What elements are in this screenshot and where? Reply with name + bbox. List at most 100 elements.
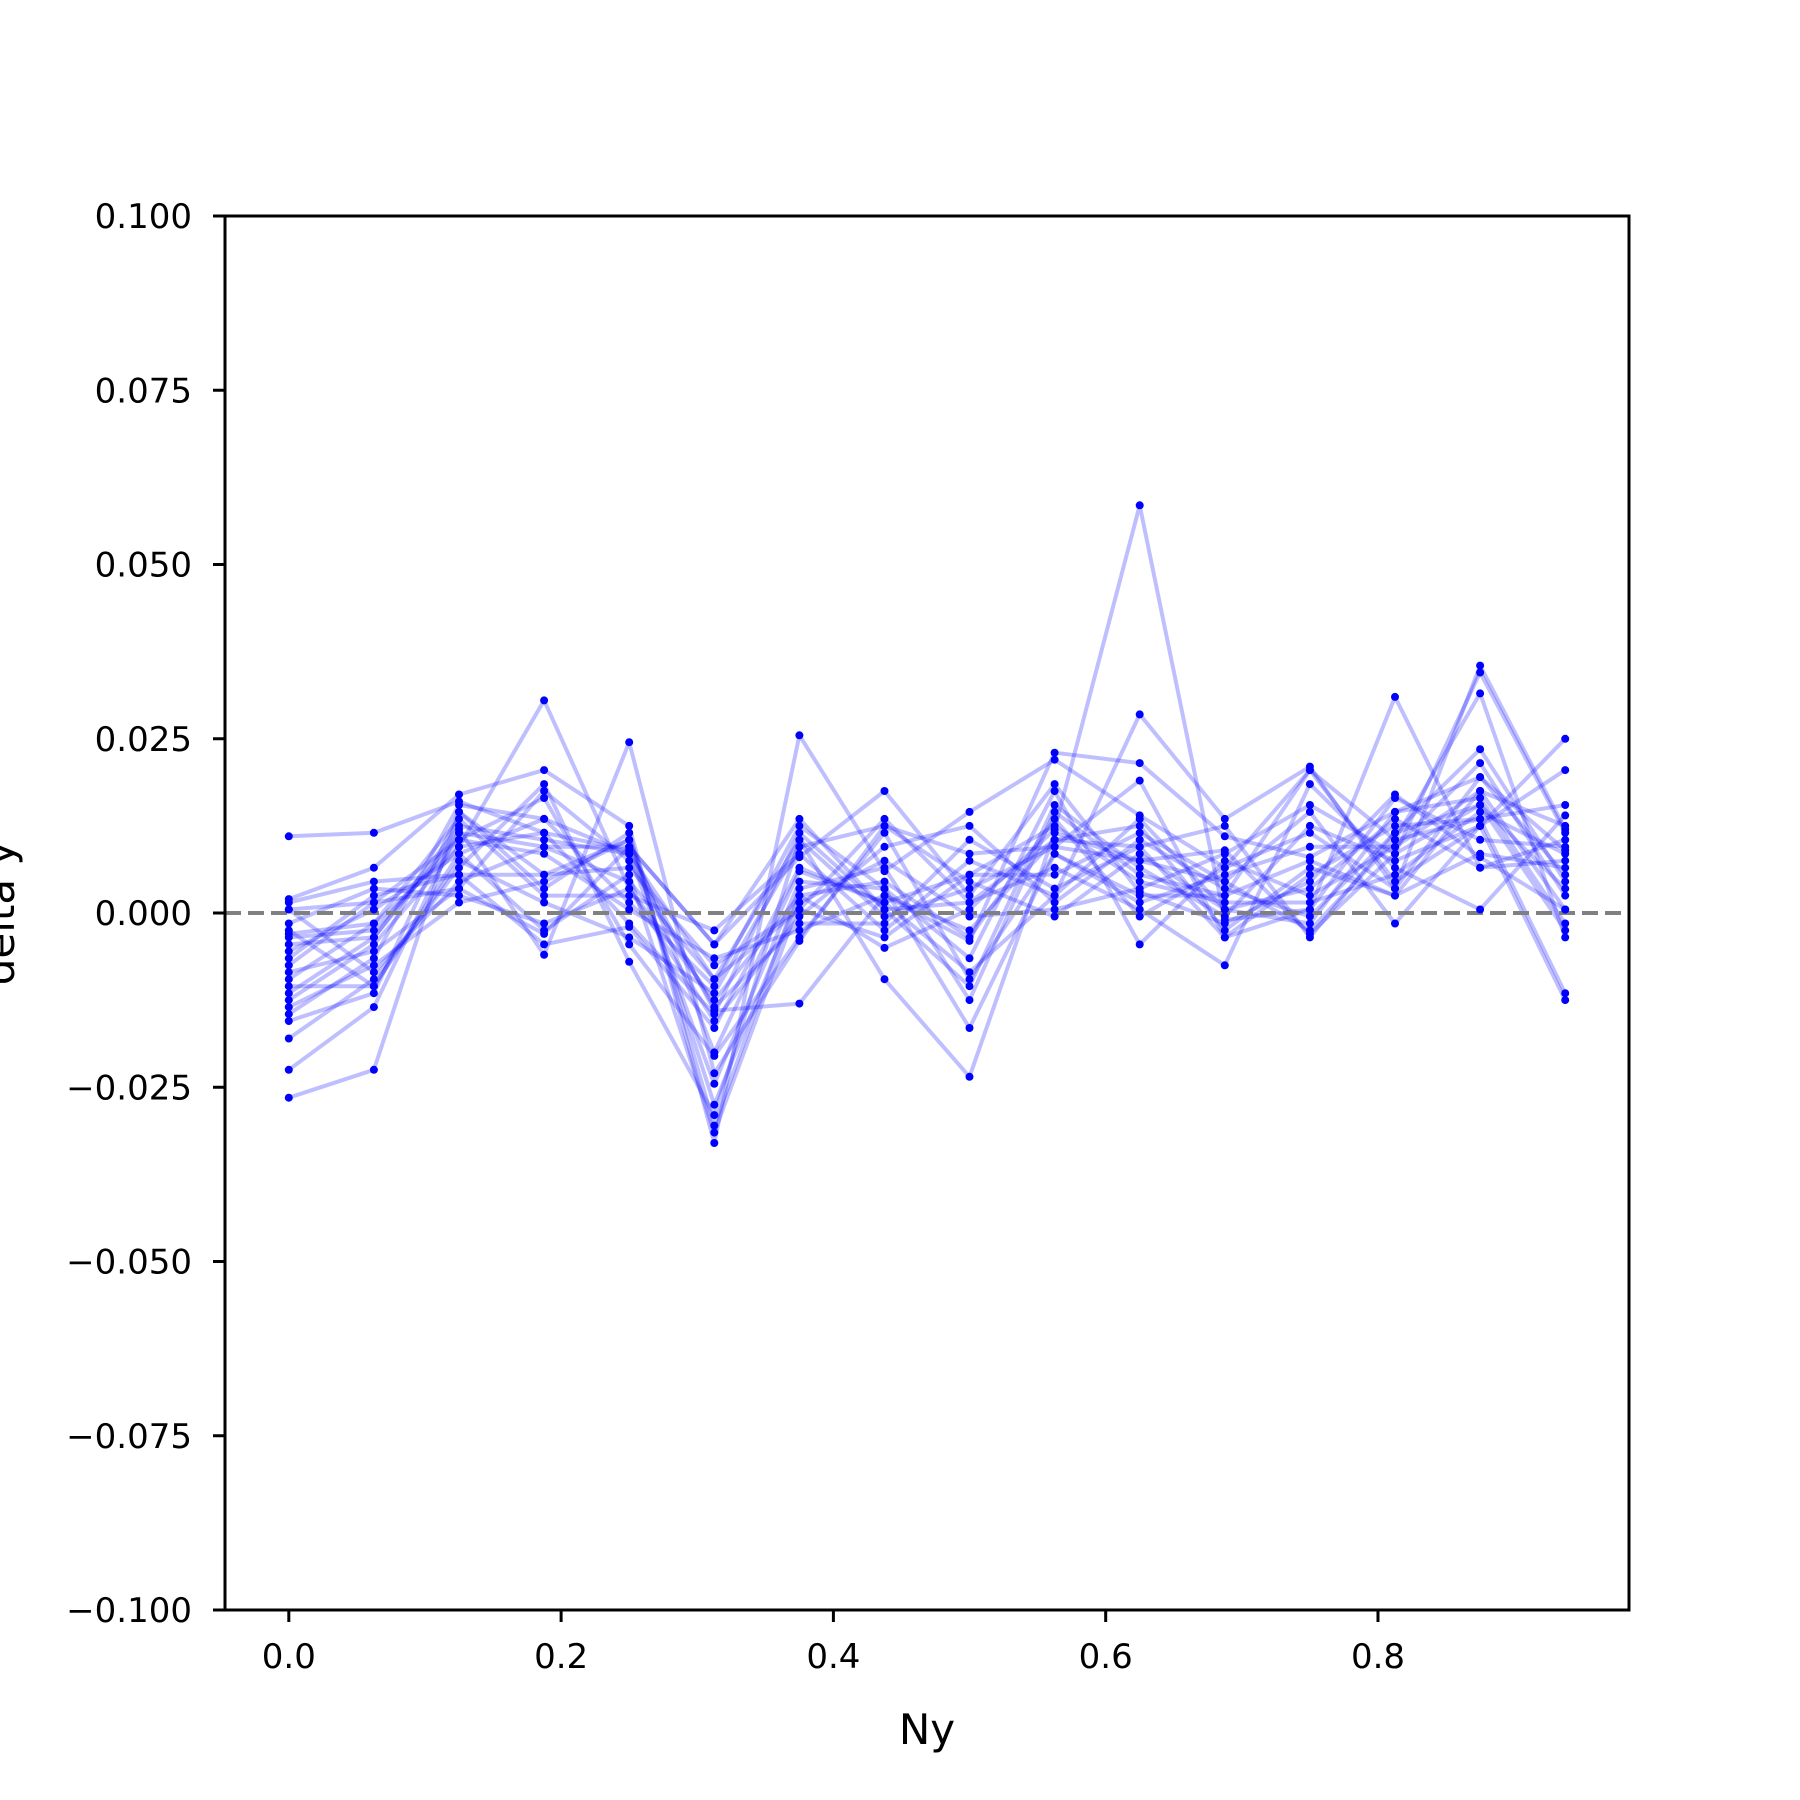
data-point <box>795 835 804 844</box>
data-point <box>1391 692 1399 701</box>
data-point <box>1561 891 1570 900</box>
data-point <box>710 954 719 963</box>
data-point <box>1561 849 1570 858</box>
data-point <box>710 1017 719 1025</box>
series-line <box>288 691 1568 1128</box>
data-point <box>540 814 549 823</box>
data-point <box>1561 801 1570 809</box>
data-point <box>795 849 804 858</box>
data-point <box>965 898 974 907</box>
data-point <box>880 905 889 914</box>
data-point <box>710 1139 719 1147</box>
data-point <box>710 1024 719 1032</box>
data-point <box>1050 863 1059 872</box>
data-point <box>1050 780 1059 789</box>
data-point <box>1476 807 1485 816</box>
data-point <box>1561 835 1570 844</box>
data-point <box>284 975 293 984</box>
series-line <box>288 796 1567 996</box>
series-line <box>288 503 1566 1003</box>
series-line <box>287 775 1567 1107</box>
data-point <box>710 996 719 1005</box>
data-point <box>1220 933 1229 942</box>
data-point <box>1305 828 1314 837</box>
x-tick-label: 0.8 <box>1351 1637 1405 1677</box>
data-point <box>1220 919 1229 928</box>
data-point <box>1220 849 1229 858</box>
data-point <box>880 912 889 921</box>
data-point <box>455 870 463 879</box>
data-point <box>1220 884 1229 893</box>
data-point <box>965 996 974 1005</box>
data-point <box>540 884 549 893</box>
data-point <box>625 905 634 914</box>
data-point <box>710 975 719 984</box>
data-point <box>965 870 974 879</box>
data-point <box>710 982 719 991</box>
data-point <box>284 947 293 956</box>
data-point <box>369 1003 378 1012</box>
x-axis: 0.0 0.2 0.4 0.6 0.8 <box>262 1610 1405 1677</box>
data-point <box>1561 828 1570 837</box>
data-point <box>1305 933 1314 942</box>
data-point <box>1305 919 1314 928</box>
data-point <box>1305 891 1314 900</box>
data-point <box>795 926 804 935</box>
data-point <box>1391 856 1399 865</box>
y-tick-label: 0.100 <box>95 197 192 237</box>
data-point <box>1135 884 1144 893</box>
data-point <box>795 933 804 942</box>
data-point <box>880 842 889 851</box>
data-point <box>1561 905 1570 914</box>
data-point <box>965 954 974 963</box>
data-point <box>1391 870 1399 879</box>
data-point <box>1305 926 1314 935</box>
data-point <box>1391 877 1399 886</box>
data-point <box>625 898 634 907</box>
data-point <box>710 1128 719 1137</box>
data-point <box>1561 856 1570 865</box>
data-point <box>795 912 804 921</box>
data-point <box>880 787 889 795</box>
data-point <box>1305 898 1314 907</box>
series-line <box>287 782 1567 995</box>
data-point <box>880 877 889 886</box>
data-point <box>1050 807 1059 816</box>
data-point <box>1135 814 1144 823</box>
data-point <box>540 780 549 789</box>
data-point <box>1220 926 1229 935</box>
series-line <box>287 803 1566 1016</box>
data-point <box>369 905 378 914</box>
data-point <box>369 982 378 991</box>
series-line <box>288 803 1567 1023</box>
data-point <box>1135 776 1144 785</box>
series-line <box>287 789 1567 1058</box>
data-point <box>1135 877 1144 886</box>
data-point <box>710 1069 719 1078</box>
data-point <box>710 1010 719 1019</box>
data-point <box>369 940 378 949</box>
y-tick-label: 0.050 <box>95 546 192 586</box>
data-point <box>880 943 889 952</box>
data-point <box>455 814 463 823</box>
data-point <box>455 849 463 858</box>
data-point <box>795 731 804 740</box>
data-point <box>880 891 889 900</box>
data-point <box>625 891 634 900</box>
data-point <box>625 849 634 858</box>
data-point <box>369 863 378 872</box>
data-point <box>1476 849 1485 858</box>
data-point <box>1220 870 1229 879</box>
data-point <box>625 957 634 966</box>
data-point <box>284 996 293 1005</box>
data-point <box>369 947 378 956</box>
data-point <box>1135 842 1144 851</box>
data-point <box>625 884 634 893</box>
data-point <box>1305 870 1314 879</box>
data-point <box>540 842 549 851</box>
data-point <box>540 696 549 705</box>
data-point <box>1561 811 1570 820</box>
data-point <box>1050 905 1059 914</box>
data-point <box>710 989 719 998</box>
